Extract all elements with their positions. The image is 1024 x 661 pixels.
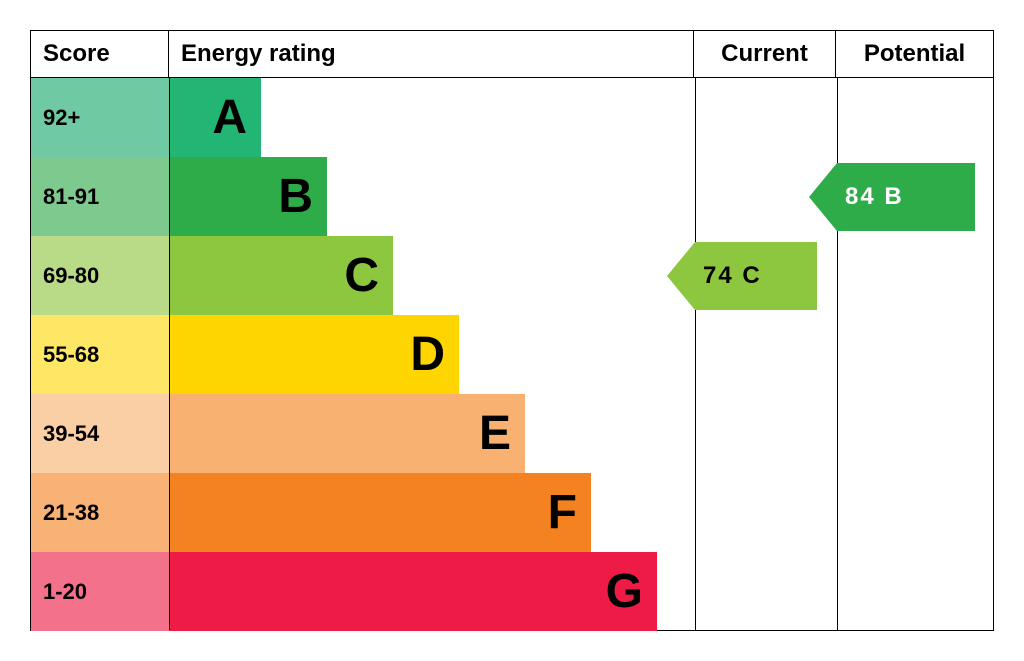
rating-bar-c: C	[169, 236, 393, 315]
band-row-a: 92+A	[31, 78, 993, 157]
rating-bar-d: D	[169, 315, 459, 394]
score-label-e: 39-54	[31, 394, 169, 473]
energy-rating-chart: Score Energy rating Current Potential 92…	[30, 30, 994, 631]
rating-bar-f: F	[169, 473, 591, 552]
band-row-f: 21-38F	[31, 473, 993, 552]
divider-potential	[837, 78, 838, 630]
band-row-e: 39-54E	[31, 394, 993, 473]
rating-bar-e: E	[169, 394, 525, 473]
divider-current	[695, 78, 696, 630]
header-current: Current	[693, 31, 835, 77]
header-potential: Potential	[835, 31, 993, 77]
score-label-b: 81-91	[31, 157, 169, 236]
pointer-potential: 84 B	[809, 163, 975, 231]
band-row-c: 69-80C	[31, 236, 993, 315]
rating-bar-a: A	[169, 78, 261, 157]
header-rating: Energy rating	[169, 31, 693, 77]
score-label-a: 92+	[31, 78, 169, 157]
header-score: Score	[31, 31, 169, 77]
pointer-current-label: 74 C	[667, 262, 762, 290]
score-label-c: 69-80	[31, 236, 169, 315]
score-label-d: 55-68	[31, 315, 169, 394]
score-label-g: 1-20	[31, 552, 169, 631]
rating-bar-g: G	[169, 552, 657, 631]
band-row-g: 1-20G	[31, 552, 993, 631]
band-rows: 92+A81-91B69-80C55-68D39-54E21-38F1-20G	[31, 78, 993, 631]
divider-score	[169, 78, 170, 630]
pointer-potential-label: 84 B	[809, 183, 904, 211]
chart-header: Score Energy rating Current Potential	[31, 31, 993, 78]
score-label-f: 21-38	[31, 473, 169, 552]
band-row-d: 55-68D	[31, 315, 993, 394]
rating-bar-b: B	[169, 157, 327, 236]
pointer-current: 74 C	[667, 242, 817, 310]
